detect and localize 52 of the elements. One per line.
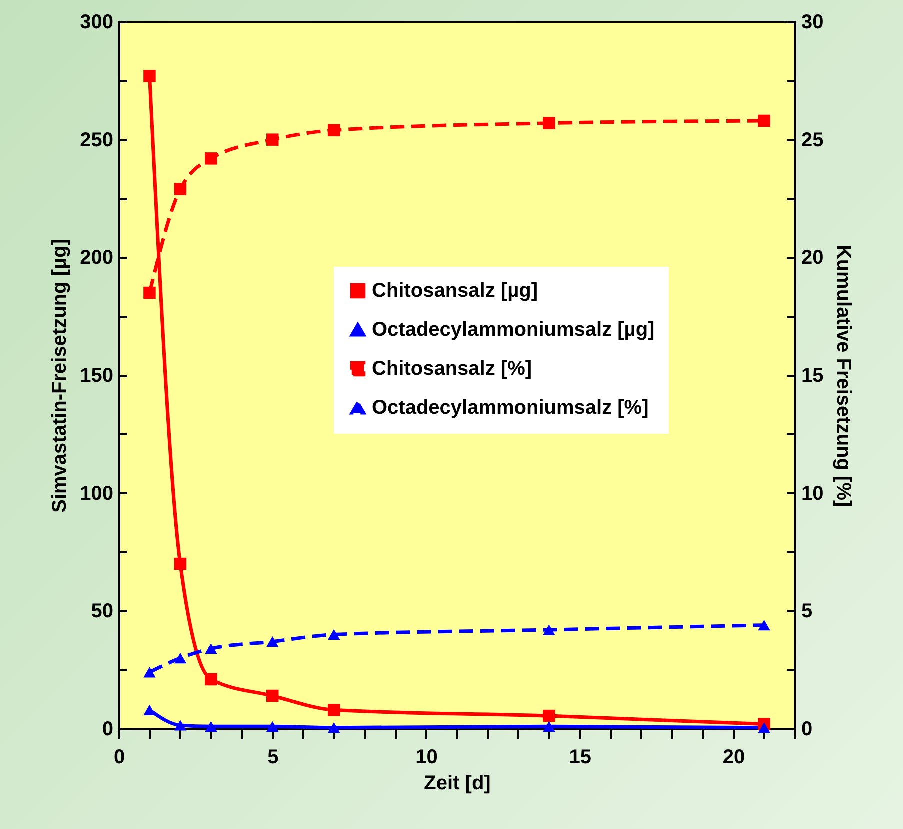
- point: [266, 721, 279, 732]
- point: [543, 117, 556, 130]
- x-tick-label: 5: [268, 746, 279, 768]
- point: [174, 558, 187, 570]
- point: [266, 690, 279, 702]
- legend-label: Chitosansalz [%]: [372, 358, 532, 380]
- y-tick-label: 150: [80, 365, 114, 387]
- point: [174, 652, 187, 664]
- legend-label: Chitosansalz [µg]: [372, 280, 538, 302]
- point: [266, 636, 279, 648]
- y2-tick-label: 30: [802, 12, 824, 34]
- legend-label: Octadecylammoniumsalz [%]: [372, 397, 649, 419]
- point: [144, 704, 156, 716]
- point: [543, 624, 556, 636]
- y2-tick-label: 10: [802, 482, 824, 505]
- point: [174, 720, 187, 731]
- point: [758, 114, 770, 128]
- point: [205, 673, 218, 686]
- point: [144, 286, 156, 300]
- y-tick-label: 200: [80, 247, 114, 270]
- y2-tick-label: 0: [802, 718, 813, 740]
- y-tick-label: 100: [80, 482, 114, 505]
- point: [543, 710, 556, 722]
- point: [758, 722, 770, 734]
- point: [205, 152, 218, 165]
- point: [758, 620, 770, 631]
- point: [205, 721, 218, 732]
- x-tick-label: 15: [569, 746, 592, 768]
- y2-tick-label: 20: [802, 247, 824, 270]
- point: [328, 629, 340, 640]
- point: [328, 704, 340, 716]
- y2-tick-label: 25: [802, 129, 824, 152]
- point: [328, 722, 340, 734]
- point: [328, 124, 340, 137]
- point: [144, 667, 156, 678]
- y-tick-label: 300: [80, 12, 114, 34]
- y2-tick-label: 15: [802, 365, 824, 387]
- y-tick-label: 250: [80, 129, 114, 152]
- point: [205, 644, 218, 654]
- y-tick-label: 0: [102, 718, 114, 740]
- point: [144, 70, 156, 82]
- y-axis-title: Simvastatin-Freisetzung [µg]: [49, 239, 72, 513]
- x-tick-label: 20: [722, 746, 746, 768]
- y2-axis-title: Kumulative Freisetzung [%]: [832, 244, 855, 508]
- point: [174, 183, 187, 196]
- x-tick-label: 10: [416, 746, 438, 768]
- x-axis-title: Zeit [d]: [424, 772, 491, 794]
- point: [266, 134, 279, 146]
- y-tick-label: 50: [91, 600, 114, 623]
- y2-tick-label: 5: [802, 600, 813, 623]
- point: [543, 721, 556, 732]
- legend-label: Octadecylammoniumsalz [µg]: [372, 319, 655, 341]
